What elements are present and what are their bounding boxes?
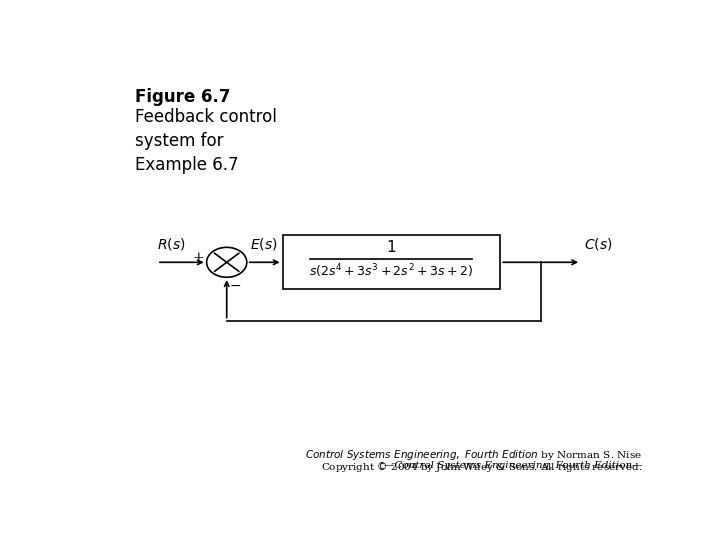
Text: Feedback control
system for
Example 6.7: Feedback control system for Example 6.7 (135, 109, 276, 174)
Text: Figure 6.7: Figure 6.7 (135, 87, 230, 106)
Text: $\mathit{Control\ Systems\ Engineering,\ Fourth\ Edition}$ by Norman S. Nise: $\mathit{Control\ Systems\ Engineering,\… (305, 448, 642, 462)
Text: +: + (192, 251, 204, 265)
Text: $C(s)$: $C(s)$ (584, 236, 612, 252)
Text: −: − (230, 279, 241, 293)
Text: $E(s)$: $E(s)$ (250, 236, 277, 252)
Bar (282, 235, 500, 289)
Text: $R(s)$: $R(s)$ (157, 236, 186, 252)
Text: —Control Systems Engineering, Fourth Edition—: —Control Systems Engineering, Fourth Edi… (384, 461, 642, 470)
Text: $s(2s^4+3s^3+2s^2+3s+2)$: $s(2s^4+3s^3+2s^2+3s+2)$ (310, 262, 473, 280)
Text: Copyright $\copyright$ 2004 by John Wiley & Sons. All rights reserved.: Copyright $\copyright$ 2004 by John Wile… (321, 461, 642, 474)
Text: $1$: $1$ (386, 239, 397, 255)
